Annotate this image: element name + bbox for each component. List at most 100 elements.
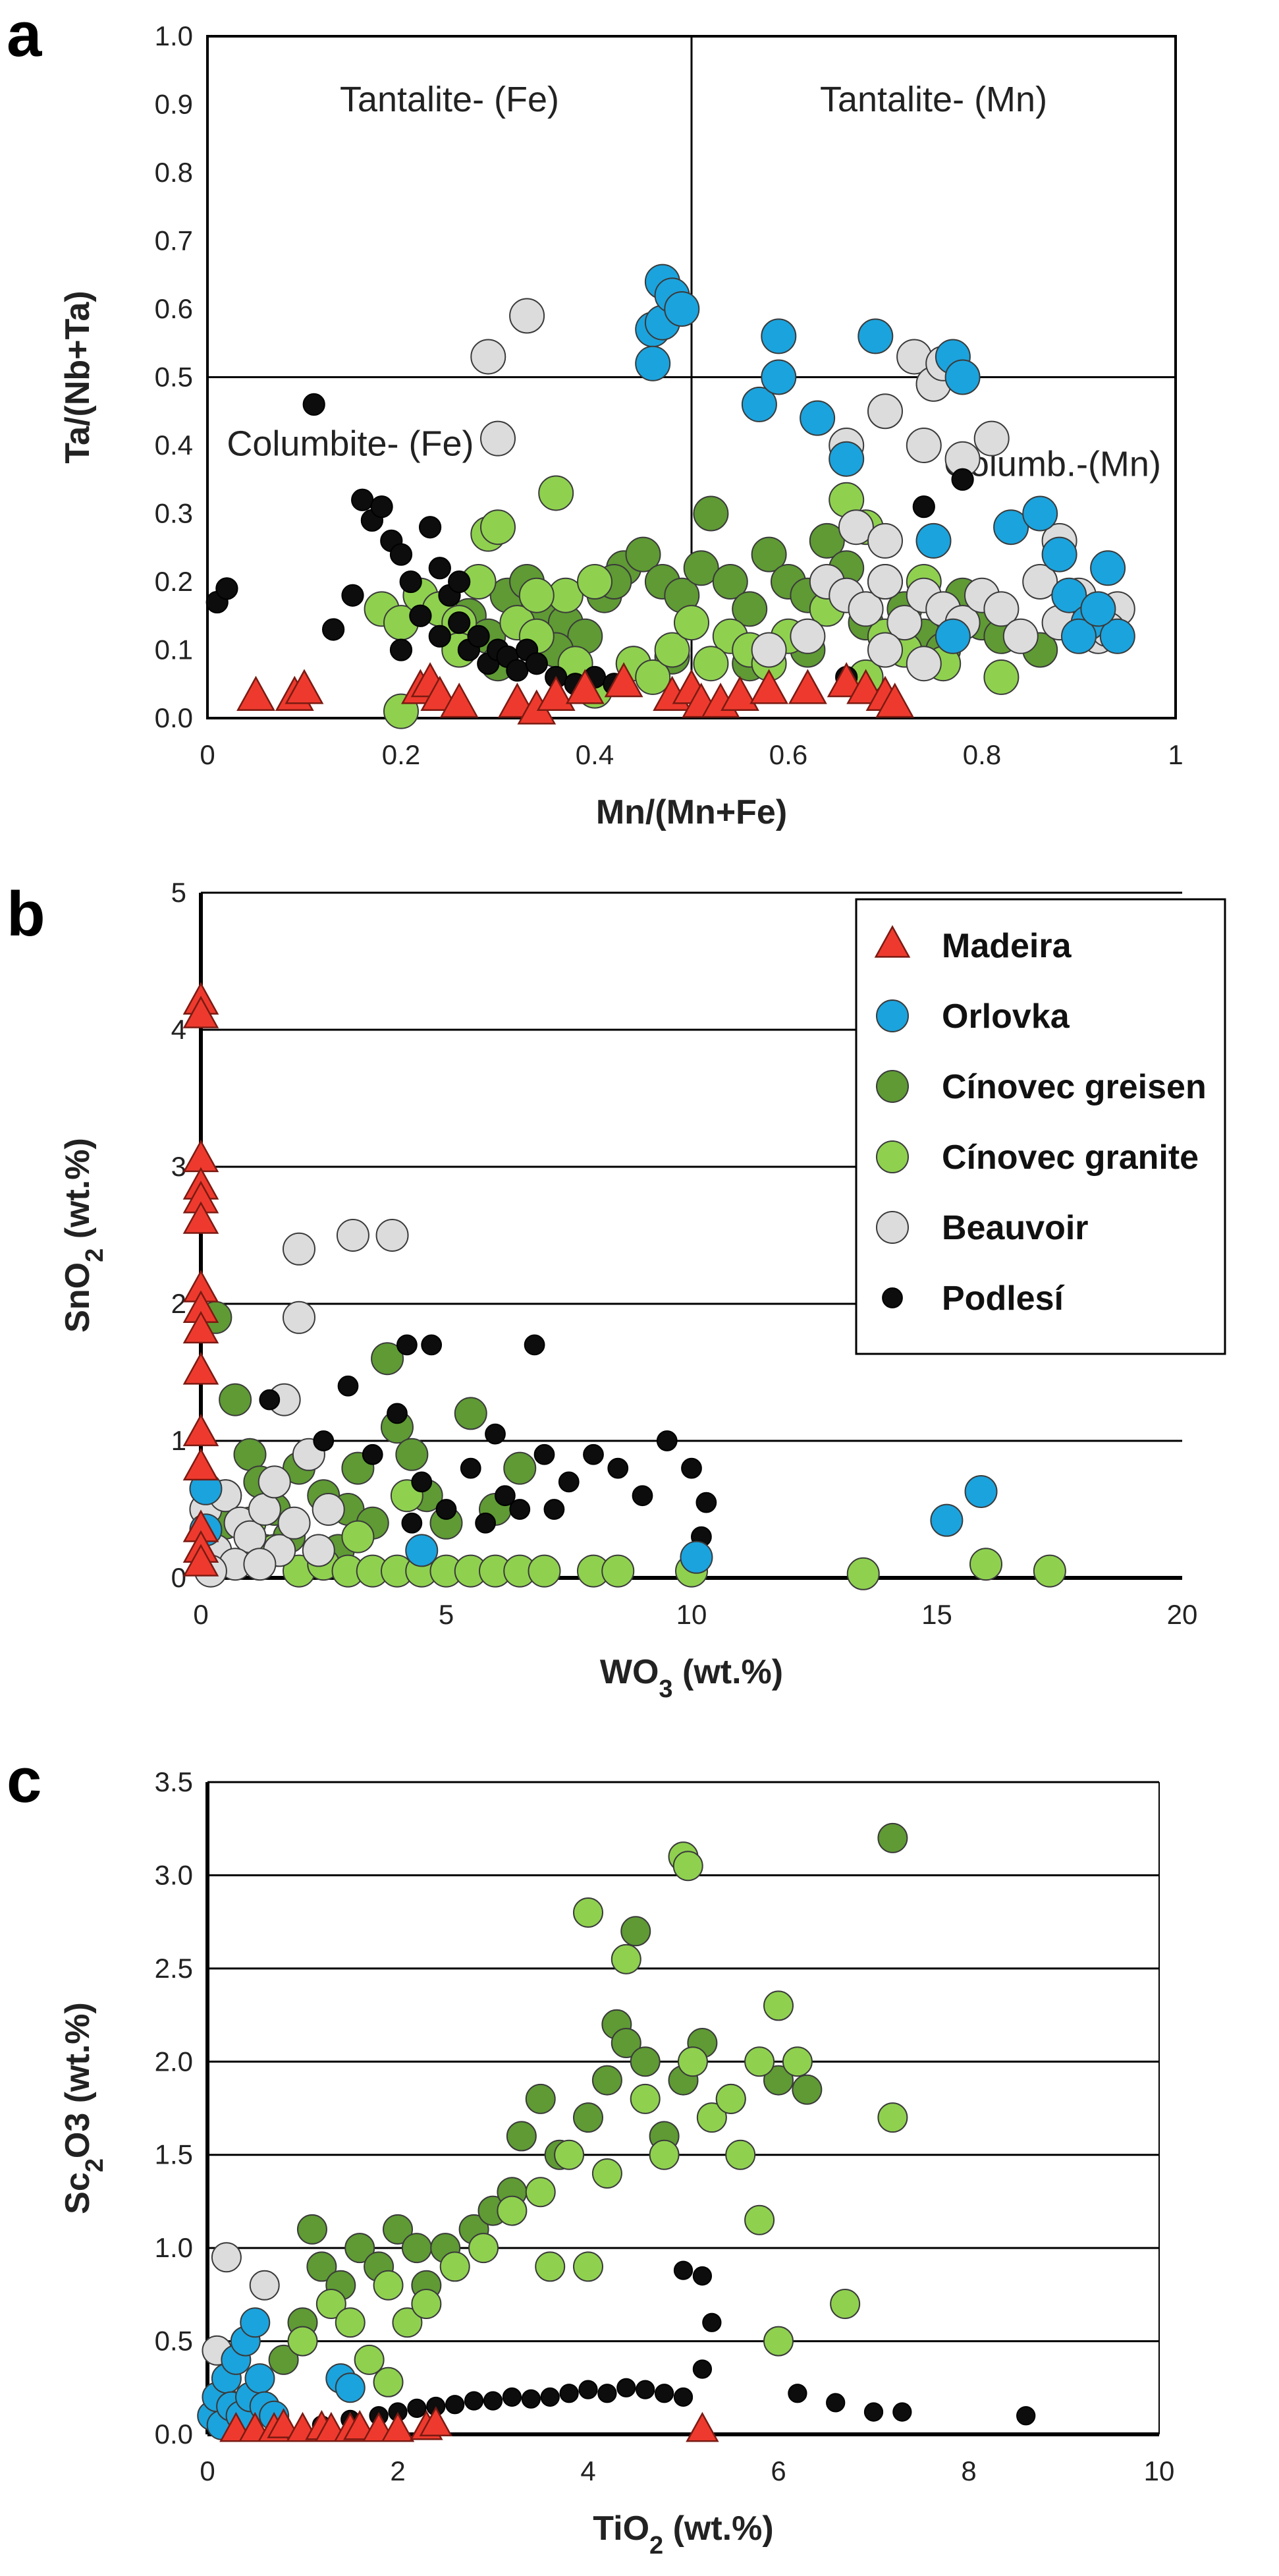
series-orlovka bbox=[197, 2307, 366, 2440]
data-point bbox=[283, 1301, 315, 1334]
data-point bbox=[573, 2102, 603, 2133]
data-point bbox=[341, 584, 364, 607]
legend-label: Madeira bbox=[942, 927, 1072, 965]
data-point bbox=[906, 646, 942, 682]
x-tick-label: 6 bbox=[771, 2455, 786, 2486]
data-point bbox=[182, 1352, 219, 1385]
plot-a: 0.0 0.1 0.2 0.3 0.4 0.5 0.6 0.7 0.8 0.9 1.0 0 0.2 0.4… bbox=[59, 20, 1184, 831]
legend-marker bbox=[876, 1211, 909, 1244]
x-axis-label: WO3 (wt.%) bbox=[600, 1653, 783, 1703]
y-tick-label: 2.5 bbox=[155, 1953, 193, 1984]
data-point bbox=[428, 557, 451, 580]
data-point bbox=[782, 2046, 813, 2077]
data-point bbox=[509, 298, 545, 334]
data-point bbox=[428, 625, 451, 648]
data-point bbox=[829, 441, 865, 477]
data-point bbox=[558, 1471, 580, 1493]
data-point bbox=[751, 632, 787, 668]
data-point bbox=[681, 1457, 702, 1479]
series-cinovec-granite bbox=[287, 1841, 908, 2397]
data-point bbox=[351, 488, 374, 511]
data-point bbox=[419, 2406, 453, 2436]
data-point bbox=[877, 2102, 908, 2133]
series-orlovka bbox=[635, 264, 1135, 654]
data-point bbox=[616, 2378, 636, 2397]
data-point bbox=[741, 386, 777, 422]
data-point bbox=[182, 1201, 219, 1234]
data-point bbox=[573, 2251, 603, 2282]
data-point bbox=[399, 570, 422, 594]
data-point bbox=[395, 1438, 429, 1471]
data-point bbox=[964, 1474, 998, 1508]
data-point bbox=[342, 2410, 377, 2440]
data-point bbox=[838, 509, 874, 546]
data-point bbox=[892, 2402, 912, 2422]
data-point bbox=[863, 2402, 884, 2422]
data-point bbox=[696, 2102, 727, 2133]
data-point bbox=[763, 1990, 794, 2021]
legend-marker bbox=[882, 1287, 903, 1308]
data-point bbox=[445, 2395, 465, 2415]
x-tick-label: 4 bbox=[580, 2455, 595, 2486]
data-point bbox=[607, 1457, 629, 1479]
y-axis-label: Ta/(Nb+Ta) bbox=[59, 291, 97, 463]
data-point bbox=[485, 1423, 506, 1445]
data-point bbox=[559, 2384, 579, 2403]
data-point bbox=[725, 2139, 756, 2170]
data-point bbox=[1022, 495, 1058, 532]
data-point bbox=[673, 2260, 694, 2280]
data-point bbox=[826, 2393, 846, 2413]
data-point bbox=[182, 1544, 219, 1577]
legend-marker bbox=[876, 1070, 909, 1103]
data-point bbox=[525, 2083, 556, 2114]
data-point bbox=[259, 1389, 281, 1411]
legend: Madeira Orlovka Cínovec greisen Cínovec gra… bbox=[855, 898, 1226, 1355]
data-point bbox=[578, 2380, 598, 2399]
data-point bbox=[935, 618, 971, 654]
data-point bbox=[788, 669, 827, 704]
x-tick-label: 15 bbox=[921, 1599, 952, 1630]
x-tick-label: 20 bbox=[1167, 1599, 1198, 1630]
data-point bbox=[848, 591, 884, 627]
data-point bbox=[591, 2065, 622, 2096]
data-point bbox=[341, 1520, 375, 1554]
data-point bbox=[951, 468, 974, 491]
data-point bbox=[285, 669, 324, 704]
data-point bbox=[611, 1944, 641, 1974]
x-tick-label: 0 bbox=[200, 2455, 215, 2486]
y-axis-label: SnO2 (wt.%) bbox=[59, 1138, 109, 1333]
data-point bbox=[1080, 591, 1116, 627]
data-point bbox=[1099, 618, 1135, 654]
series-podlesi bbox=[259, 1334, 717, 1548]
data-point bbox=[460, 1457, 481, 1479]
data-point bbox=[1090, 550, 1126, 586]
data-point bbox=[411, 2289, 442, 2319]
data-point bbox=[1016, 2406, 1036, 2426]
data-point bbox=[480, 509, 516, 546]
data-point bbox=[744, 2204, 775, 2235]
y-tick-label: 0.2 bbox=[155, 566, 193, 597]
data-point bbox=[674, 605, 709, 641]
data-point bbox=[761, 318, 797, 354]
y-tick-label: 2 bbox=[171, 1288, 186, 1319]
x-tick-label: 10 bbox=[1144, 2455, 1175, 2486]
data-point bbox=[763, 2326, 794, 2357]
data-point bbox=[554, 2139, 585, 2170]
data-point bbox=[636, 2380, 655, 2399]
data-point bbox=[182, 1139, 219, 1173]
data-point bbox=[249, 2270, 280, 2301]
data-point bbox=[439, 683, 479, 718]
data-point bbox=[337, 1375, 359, 1397]
data-point bbox=[362, 1443, 383, 1465]
x-axis-label: TiO2 (wt.%) bbox=[593, 2509, 773, 2560]
data-point bbox=[518, 577, 555, 613]
series-madeira bbox=[219, 2406, 719, 2442]
data-point bbox=[565, 669, 605, 704]
data-point bbox=[664, 291, 700, 327]
data-point bbox=[313, 1430, 335, 1451]
data-point bbox=[1041, 536, 1077, 573]
y-tick-label: 0.3 bbox=[155, 498, 193, 529]
data-point bbox=[673, 2387, 694, 2407]
data-point bbox=[792, 2074, 823, 2105]
data-point bbox=[857, 318, 894, 354]
